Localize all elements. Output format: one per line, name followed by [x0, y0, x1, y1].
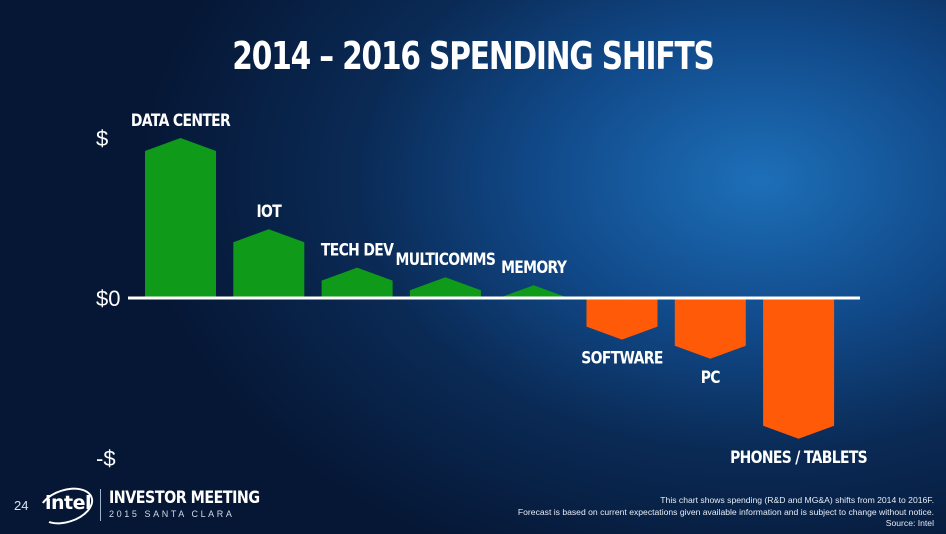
- category-label: IOT: [257, 202, 283, 222]
- footnote-line-2: Forecast is based on current expectation…: [517, 506, 934, 517]
- category-label: MULTICOMMS: [396, 250, 496, 270]
- bar-memory: [498, 285, 570, 299]
- footnote-line-3: Source: Intel: [885, 518, 934, 528]
- bar-multicomms: [409, 277, 481, 298]
- logo-divider: [100, 489, 101, 521]
- bar-iot: [233, 229, 305, 298]
- category-label: MEMORY: [501, 258, 568, 278]
- event-name: INVESTOR MEETING: [109, 488, 260, 508]
- event-place: 2015 SANTA CLARA: [109, 509, 235, 519]
- chart-footnote: This chart shows spending (R&D and MG&A)…: [374, 495, 934, 530]
- category-label: DATA CENTER: [131, 111, 231, 131]
- footnote-line-1: This chart shows spending (R&D and MG&A)…: [660, 495, 934, 505]
- category-label: PC: [701, 367, 720, 387]
- footer-branding: 24 intel INVESTOR MEETING 2015 SANTA CLA…: [0, 481, 260, 531]
- y-tick-label: $: [96, 126, 108, 151]
- y-tick-label: $0: [96, 286, 120, 311]
- slide-title: 2014 – 2016 SPENDING SHIFTS: [232, 34, 715, 78]
- bar-data-center: [145, 138, 216, 298]
- category-label: SOFTWARE: [581, 348, 662, 368]
- category-label: TECH DEV: [321, 240, 394, 260]
- page-number: 24: [14, 498, 29, 513]
- bar-pc: [674, 298, 746, 359]
- y-tick-label: -$: [96, 446, 116, 471]
- bar-phones-tablets: [763, 298, 835, 439]
- intel-logo-text: intel: [45, 492, 92, 514]
- bar-tech-dev: [321, 267, 393, 298]
- category-label: PHONES / TABLETS: [730, 447, 867, 467]
- bar-software: [586, 298, 658, 340]
